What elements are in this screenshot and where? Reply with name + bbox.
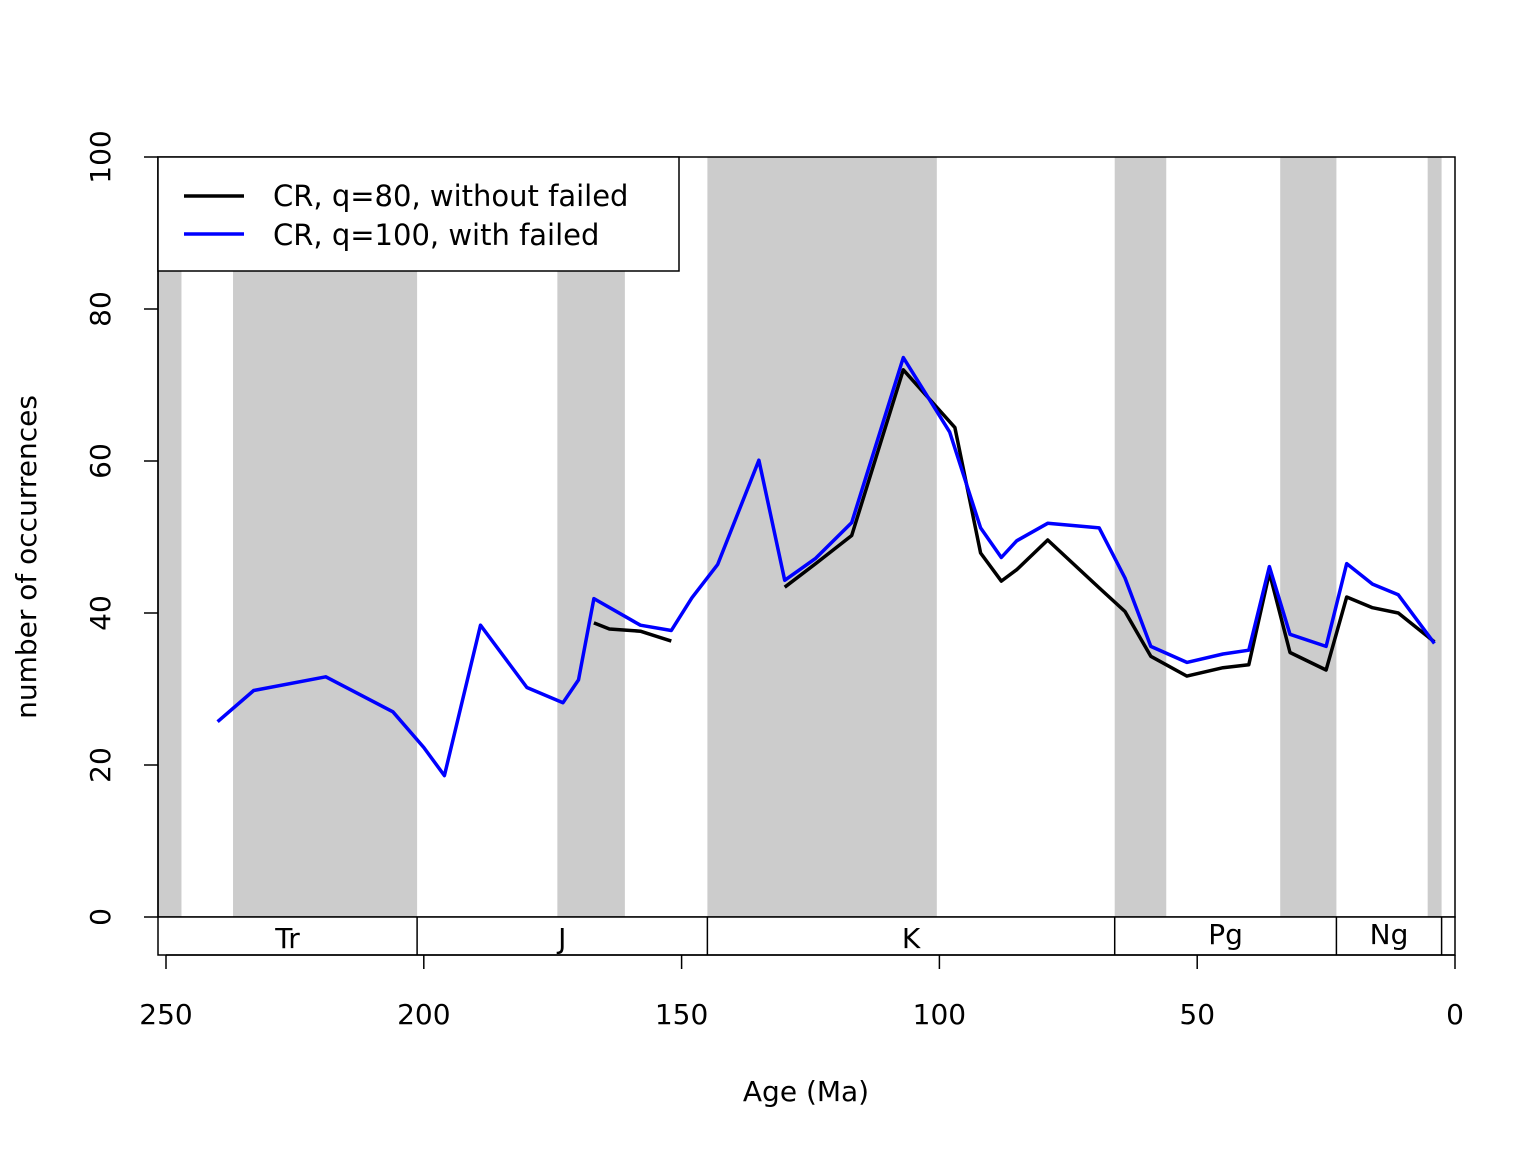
shaded-interval-7 [1427, 157, 1442, 917]
x-tick-label-200: 200 [397, 998, 450, 1031]
period-label-ng: Ng [1370, 918, 1409, 951]
legend: CR, q=80, without failed CR, q=100, with… [157, 156, 680, 272]
x-tick-label-150: 150 [655, 998, 708, 1031]
legend-label-series-1: CR, q=80, without failed [273, 179, 628, 213]
series-2-line-segment-1 [216, 355, 1436, 778]
stage-shading [158, 157, 1442, 917]
shaded-interval-3 [557, 157, 625, 917]
legend-box [157, 156, 680, 272]
shaded-interval-2 [233, 157, 418, 917]
shaded-interval-5 [1114, 157, 1167, 917]
period-bar-frame [157, 916, 1456, 956]
x-tick-label-0: 0 [1446, 998, 1464, 1031]
x-axis-title: Age (Ma) [743, 1075, 869, 1108]
y-axis-title: number of occurrences [10, 395, 43, 719]
y-tick-label-20: 20 [84, 747, 117, 783]
period-label-tr: Tr [274, 922, 300, 955]
period-bar: Tr J K Pg Ng [157, 916, 1456, 956]
shaded-interval-6 [1280, 157, 1337, 917]
series-1-line-segment-1 [593, 621, 672, 643]
period-label-j: J [556, 922, 566, 955]
y-tick-label-40: 40 [84, 595, 117, 631]
y-tick-label-0: 0 [84, 908, 117, 926]
period-label-pg: Pg [1208, 918, 1243, 951]
y-tick-label-80: 80 [84, 291, 117, 327]
y-tick-label-100: 100 [84, 130, 117, 183]
shaded-interval-1 [158, 157, 182, 917]
period-label-k: K [902, 922, 921, 955]
x-axis: 250 200 150 100 50 0 [139, 954, 1464, 1031]
x-tick-label-250: 250 [139, 998, 192, 1031]
y-tick-label-60: 60 [84, 443, 117, 479]
y-axis: 0 20 40 60 80 100 [84, 130, 159, 926]
series-lines [216, 355, 1436, 778]
x-tick-label-100: 100 [913, 998, 966, 1031]
legend-label-series-2: CR, q=100, with failed [273, 218, 599, 252]
shaded-interval-4 [707, 157, 937, 917]
x-tick-label-50: 50 [1179, 998, 1215, 1031]
